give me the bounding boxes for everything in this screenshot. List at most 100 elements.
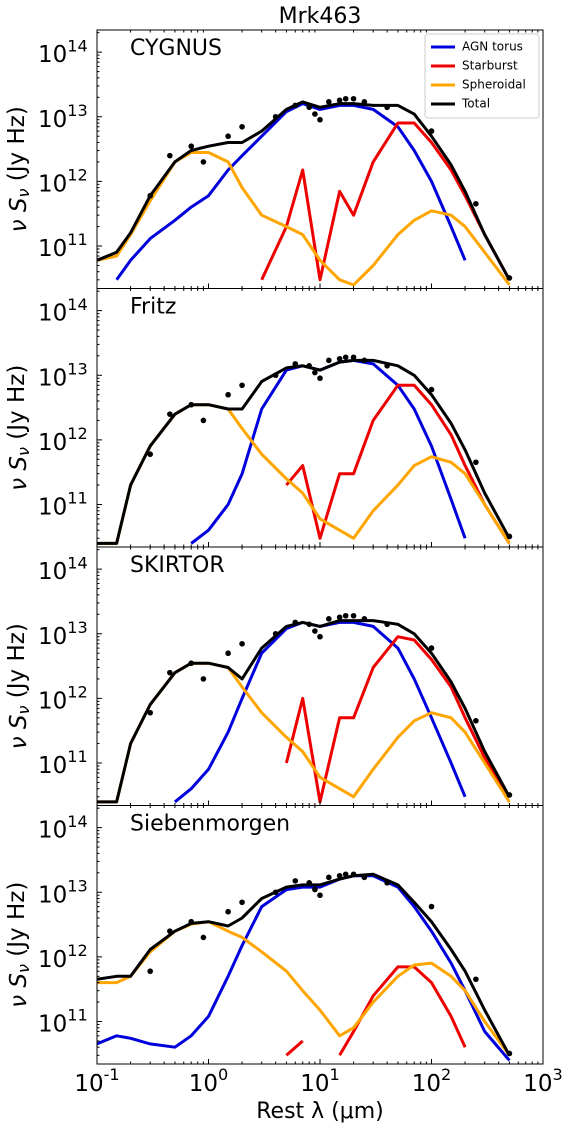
y-tick-label: 1011 — [38, 1005, 88, 1037]
series-line — [97, 100, 511, 281]
data-point — [225, 650, 231, 657]
data-point — [147, 451, 153, 458]
data-point — [342, 612, 349, 619]
data-point — [326, 357, 332, 364]
y-tick-label: 1011 — [38, 488, 88, 520]
series-line — [285, 965, 467, 1057]
y-tick-label: 1012 — [38, 424, 88, 456]
y-tick-label: 1014 — [38, 36, 88, 68]
data-point — [200, 417, 207, 424]
plot-area — [97, 354, 513, 545]
series-line — [285, 383, 511, 545]
y-tick-label: 1011 — [38, 747, 88, 779]
data-point — [326, 616, 332, 622]
data-point — [167, 669, 173, 676]
data-point — [272, 372, 279, 379]
legend-label: Total — [461, 97, 490, 111]
x-tick-label: 103 — [523, 1065, 563, 1097]
chart-title: Mrk463 — [279, 4, 362, 29]
data-point — [225, 133, 231, 140]
data-point — [428, 903, 435, 910]
data-point — [317, 633, 323, 640]
axes-frame — [96, 805, 544, 1065]
data-point — [506, 533, 513, 540]
data-point — [239, 640, 245, 647]
data-point — [292, 102, 299, 109]
data-point — [272, 889, 279, 896]
series-line — [97, 874, 511, 1062]
x-tick-label: 100 — [189, 1065, 229, 1097]
series-line — [97, 872, 511, 1057]
data-point — [384, 363, 390, 369]
series-line — [97, 619, 511, 804]
data-point — [167, 411, 173, 417]
panel-label: SKIRTOR — [130, 553, 225, 578]
data-point — [473, 976, 479, 983]
series-line — [260, 121, 511, 282]
data-point — [225, 908, 231, 915]
legend-label: AGN torus — [462, 40, 523, 54]
data-point — [326, 874, 332, 881]
data-point — [200, 934, 207, 941]
y-tick-label: 1011 — [38, 230, 88, 262]
data-point — [361, 99, 368, 105]
x-tick-label: 101 — [300, 1065, 340, 1097]
data-point — [384, 104, 390, 111]
series-line — [97, 358, 511, 545]
data-point — [350, 354, 357, 361]
data-point — [361, 357, 368, 364]
data-point — [506, 792, 513, 798]
data-point — [312, 886, 318, 893]
data-point — [317, 375, 323, 382]
data-point — [336, 614, 343, 621]
data-point — [312, 369, 318, 376]
data-point — [188, 143, 195, 150]
y-tick-label: 1012 — [38, 682, 88, 714]
data-point — [167, 928, 173, 934]
data-point — [239, 899, 245, 906]
data-point — [292, 878, 299, 884]
legend-label: Starburst — [462, 59, 518, 73]
data-point — [506, 275, 513, 281]
data-point — [342, 95, 349, 102]
data-point — [188, 660, 195, 667]
data-point — [272, 113, 279, 120]
data-point — [292, 619, 299, 626]
data-point — [506, 1050, 513, 1057]
data-point — [428, 645, 435, 651]
plot-area — [97, 612, 513, 804]
y-axis-label: ν Sν (Jy Hz) — [3, 106, 32, 232]
data-point — [147, 968, 153, 975]
data-point — [361, 874, 368, 881]
data-point — [428, 386, 435, 393]
y-axis-label: ν Sν (Jy Hz) — [3, 365, 32, 491]
y-tick-label: 1012 — [38, 165, 88, 197]
data-point — [200, 676, 207, 682]
data-point — [317, 892, 323, 899]
data-point — [225, 391, 231, 398]
data-point — [336, 97, 343, 104]
data-point — [147, 192, 153, 199]
data-point — [384, 621, 390, 628]
data-point — [473, 717, 479, 724]
axes-frame — [96, 546, 544, 806]
data-point — [317, 116, 323, 123]
plot-area — [97, 871, 513, 1062]
panel-label: CYGNUS — [130, 36, 222, 61]
data-point — [239, 123, 245, 130]
y-tick-label: 1014 — [38, 811, 88, 843]
data-point — [336, 872, 343, 879]
data-point — [350, 871, 357, 878]
x-tick-label: 102 — [412, 1065, 452, 1097]
data-point — [272, 630, 279, 637]
x-axis-label: Rest λ (μm) — [256, 1099, 384, 1124]
data-point — [384, 880, 390, 886]
data-point — [306, 363, 312, 369]
data-point — [473, 200, 479, 207]
data-point — [200, 159, 207, 165]
data-point — [361, 616, 368, 622]
y-tick-label: 1013 — [38, 876, 88, 908]
series-line — [115, 102, 467, 281]
y-tick-label: 1012 — [38, 941, 88, 973]
